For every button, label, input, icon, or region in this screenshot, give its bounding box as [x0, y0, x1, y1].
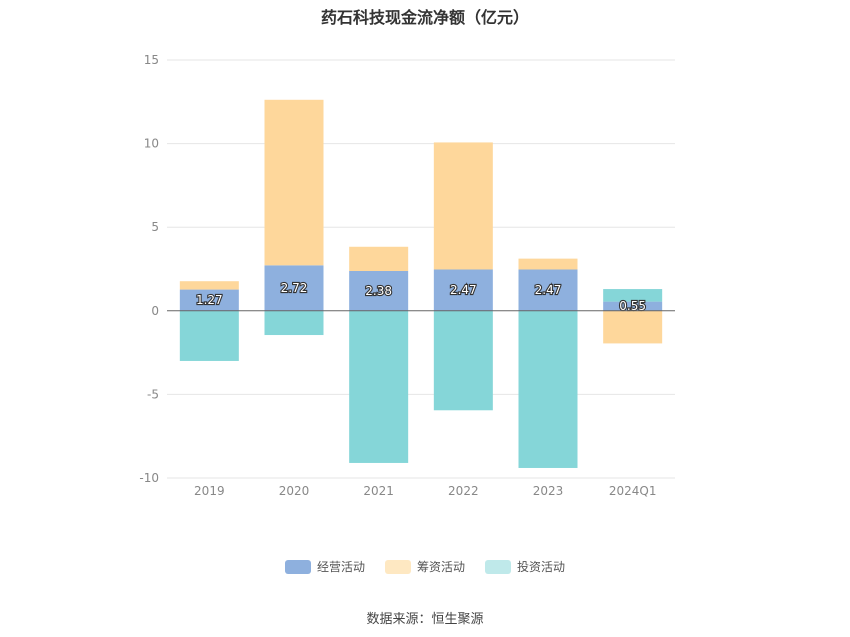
bar-1-0: [179, 281, 239, 290]
legend-label-operating: 经营活动: [316, 560, 365, 574]
bar-0-2: [349, 271, 409, 311]
x-tick-label: 2021: [363, 484, 394, 498]
bar-0-5: [603, 301, 663, 311]
bar-1-4: [518, 258, 578, 270]
bar-1-2: [349, 246, 409, 272]
bar-1-5: [603, 310, 663, 344]
legend-item-operating[interactable]: 经营活动: [284, 558, 365, 575]
bar-2-4: [518, 310, 578, 468]
data-labels: 1.27 2.72 2.38 2.47 2.47 0.55: [195, 280, 647, 314]
data-label: 2.72: [281, 281, 308, 295]
data-label: 1.27: [196, 293, 223, 307]
bar-0-1: [264, 265, 324, 311]
data-label: 0.55: [619, 299, 646, 313]
x-tick-label: 2022: [448, 484, 479, 498]
bar-1-1: [264, 99, 324, 266]
legend-item-investing[interactable]: 投资活动: [485, 558, 565, 575]
x-tick-label: 2019: [194, 484, 225, 498]
legend-swatch-operating: [284, 559, 311, 574]
y-tick-label: -5: [147, 387, 159, 401]
grid-lines: [167, 59, 675, 479]
x-tick-label: 2023: [533, 484, 564, 498]
legend-item-financing[interactable]: 筹资活动: [384, 558, 465, 575]
y-tick-label: 15: [144, 53, 159, 67]
data-label: 2.47: [535, 283, 562, 297]
bar-0-3: [433, 269, 493, 311]
x-tick-label: 2024Q1: [609, 484, 657, 498]
y-tick-label: 5: [151, 220, 159, 234]
bar-2-0: [179, 310, 239, 361]
bar-0-0: [179, 289, 239, 311]
bar-2-3: [433, 310, 493, 411]
bar-1-3: [433, 142, 493, 270]
bar-2-2: [349, 310, 409, 463]
y-tick-label: 0: [151, 304, 159, 318]
bar-2-1: [264, 310, 324, 336]
legend-label-investing: 投资活动: [517, 560, 566, 574]
data-label: 2.47: [450, 283, 477, 297]
data-label: 2.38: [365, 284, 392, 298]
axes: 15 10 5 0 -5 -10 2019 2020 2021 2022 2023 2024Q1: [139, 53, 675, 498]
source-note: 数据来源：恒生聚源: [366, 612, 484, 627]
legend-label-financing: 筹资活动: [416, 560, 465, 574]
chart-title: 药石科技现金流净额（亿元）: [320, 8, 529, 27]
x-tick-label: 2020: [279, 484, 310, 498]
bar-2-5: [603, 289, 663, 302]
legend-swatch-investing: [485, 559, 511, 574]
bars: [179, 99, 663, 468]
legend: 经营活动 筹资活动 投资活动: [0, 558, 850, 575]
bar-0-4: [518, 269, 578, 311]
y-tick-label: 10: [144, 137, 159, 151]
y-tick-label: -10: [139, 471, 159, 485]
legend-swatch-financing: [384, 559, 411, 574]
